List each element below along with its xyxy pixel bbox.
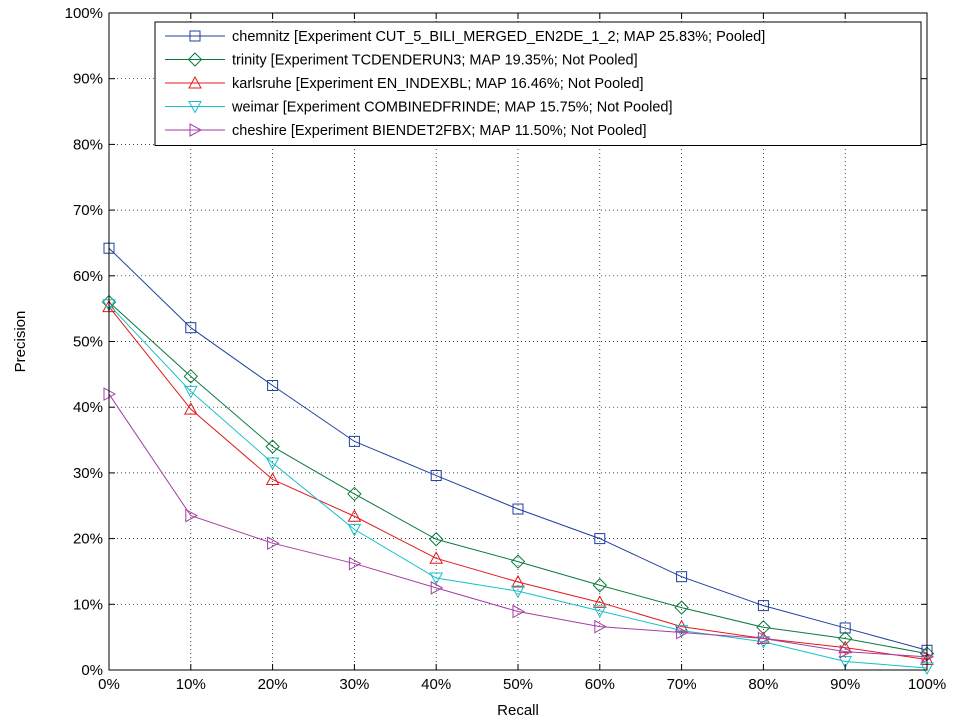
data-point: [592, 578, 608, 593]
y-tick-label: 60%: [73, 268, 103, 285]
series-line: [108, 306, 928, 660]
data-point: [347, 509, 362, 522]
data-point: [265, 439, 280, 454]
data-point: [839, 622, 851, 634]
data-point: [265, 457, 280, 471]
data-point: [757, 631, 771, 646]
x-tick-label: 10%: [176, 676, 206, 693]
data-point: [429, 551, 444, 564]
data-point: [185, 322, 197, 334]
data-point: [839, 644, 853, 659]
data-point: [676, 625, 689, 640]
data-point: [674, 600, 689, 615]
legend: chemnitz [Experiment CUT_5_BILI_MERGED_E…: [154, 21, 922, 146]
legend-marker: [188, 75, 202, 89]
x-tick-label: 30%: [339, 676, 369, 693]
y-axis-label: Precision: [12, 311, 29, 373]
x-tick-label: 40%: [421, 676, 451, 693]
y-tick-label: 50%: [73, 334, 103, 351]
data-point: [267, 536, 280, 551]
data-point: [512, 604, 526, 619]
data-point: [756, 636, 771, 649]
y-tick-label: 0%: [81, 662, 103, 679]
y-tick-label: 20%: [73, 531, 103, 548]
legend-marker: [189, 30, 201, 42]
y-tick-label: 80%: [73, 136, 103, 153]
data-point: [511, 585, 525, 599]
data-point: [592, 595, 607, 608]
data-point: [185, 508, 198, 523]
series-line: [108, 301, 928, 655]
data-point: [183, 402, 198, 415]
data-point: [837, 631, 853, 646]
x-tick-label: 20%: [258, 676, 288, 693]
data-point: [430, 470, 442, 482]
data-point: [267, 380, 279, 392]
legend-marker: [188, 101, 202, 114]
data-point: [347, 486, 362, 502]
data-point: [512, 503, 524, 515]
data-point: [757, 600, 769, 612]
legend-label: chemnitz [Experiment CUT_5_BILI_MERGED_E…: [232, 29, 765, 45]
data-point: [348, 435, 360, 447]
data-point: [183, 369, 199, 384]
x-tick-label: 50%: [503, 676, 533, 693]
legend-label: karlsruhe [Experiment EN_INDEXBL; MAP 16…: [232, 76, 644, 92]
x-tick-label: 100%: [908, 676, 946, 693]
legend-entry: weimar [Experiment COMBINEDFRINDE; MAP 1…: [165, 100, 673, 116]
legend-box: [154, 21, 922, 146]
data-point: [429, 572, 444, 586]
y-tick-label: 90%: [73, 71, 103, 88]
x-tick-label: 60%: [585, 676, 615, 693]
data-point: [183, 385, 198, 399]
data-point: [511, 574, 525, 588]
data-point: [674, 619, 689, 633]
x-tick-label: 80%: [748, 676, 778, 693]
x-axis-label: Recall: [497, 702, 539, 719]
series-line: [108, 304, 928, 669]
x-tick-label: 0%: [98, 676, 120, 693]
legend-entry: trinity [Experiment TCDENDERUN3; MAP 19.…: [165, 52, 638, 69]
legend-entry: karlsruhe [Experiment EN_INDEXBL; MAP 16…: [165, 75, 644, 92]
legend-label: weimar [Experiment COMBINEDFRINDE; MAP 1…: [231, 100, 673, 116]
axis-ticks: 0% 10% 20% 30% 40% 50% 60% 70% 80% 90% 100% 0% 10% 20…: [65, 5, 947, 693]
x-tick-label: 90%: [830, 676, 860, 693]
data-point: [594, 619, 607, 634]
legend-marker: [187, 52, 203, 67]
data-point: [594, 533, 606, 545]
series-lines: [101, 242, 935, 676]
legend-entry: cheshire [Experiment BIENDET2FBX; MAP 11…: [165, 123, 647, 139]
data-point: [428, 532, 444, 547]
data-point: [265, 472, 280, 485]
data-point: [756, 620, 771, 635]
y-tick-label: 100%: [65, 5, 103, 22]
data-point: [347, 523, 362, 537]
x-tick-label: 70%: [667, 676, 697, 693]
data-point: [510, 554, 526, 569]
y-tick-label: 10%: [73, 596, 103, 613]
y-tick-label: 70%: [73, 202, 103, 219]
legend-label: cheshire [Experiment BIENDET2FBX; MAP 11…: [232, 123, 647, 139]
y-tick-label: 40%: [73, 399, 103, 416]
legend-marker: [189, 123, 203, 137]
series-line: [108, 393, 928, 658]
data-point: [430, 581, 444, 595]
data-point: [676, 571, 688, 583]
data-point: [592, 605, 607, 618]
data-point: [838, 655, 853, 669]
series-line: [108, 247, 928, 651]
y-tick-label: 30%: [73, 465, 103, 482]
legend-entry: chemnitz [Experiment CUT_5_BILI_MERGED_E…: [165, 29, 765, 45]
series-cheshire: [103, 387, 935, 664]
data-point: [348, 556, 362, 571]
legend-label: trinity [Experiment TCDENDERUN3; MAP 19.…: [232, 53, 638, 69]
